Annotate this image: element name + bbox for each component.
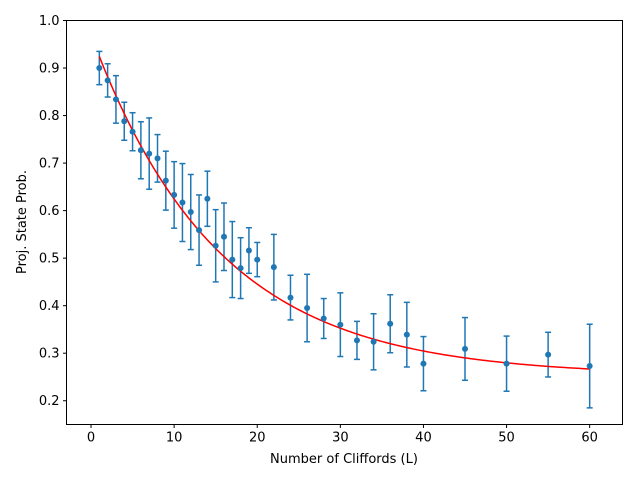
data-point: [212, 242, 219, 249]
data-point: [146, 150, 153, 157]
data-point: [370, 338, 377, 345]
y-axis-label: Proj. State Prob.: [15, 170, 30, 274]
y-tick-label: 0.5: [39, 252, 60, 267]
data-point: [237, 265, 244, 272]
x-tick-label: 40: [415, 431, 432, 446]
plot-area: [96, 50, 593, 409]
data-point: [586, 363, 593, 370]
y-tick-label: 0.9: [39, 62, 60, 77]
x-tick-label: 10: [166, 431, 183, 446]
data-point: [196, 227, 203, 234]
y-tick-label: 0.6: [39, 204, 60, 219]
y-tick-label: 0.4: [39, 299, 60, 314]
data-point: [154, 155, 161, 162]
data-point: [245, 247, 252, 254]
x-tick-label: 50: [498, 431, 515, 446]
data-point: [204, 195, 211, 202]
data-point: [220, 233, 227, 240]
data-point: [387, 320, 394, 327]
data-point: [545, 351, 552, 358]
data-point: [104, 77, 111, 84]
x-tick-label: 30: [332, 431, 349, 446]
data-point: [121, 118, 128, 125]
data-point: [229, 256, 236, 263]
data-point: [353, 337, 360, 344]
data-point: [462, 345, 469, 352]
axes-frame: [66, 20, 623, 425]
data-point: [179, 199, 186, 206]
data-point: [270, 264, 277, 271]
x-axis: 0 10 20 30 40 50 60: [87, 424, 598, 446]
y-axis: 0.2 0.3 0.4 0.5 0.6 0.7 0.8 0.9 1.0: [39, 14, 67, 409]
y-tick-label: 0.2: [39, 394, 60, 409]
data-point: [112, 96, 119, 103]
data-point: [129, 128, 136, 135]
y-tick-label: 0.8: [39, 109, 60, 124]
data-point: [403, 331, 410, 338]
data-point: [420, 360, 427, 367]
data-point: [162, 177, 169, 184]
data-point: [304, 305, 311, 312]
y-tick-label: 0.7: [39, 157, 60, 172]
data-point: [503, 360, 510, 367]
data-point: [320, 315, 327, 322]
data-point: [254, 256, 261, 263]
data-point: [171, 191, 178, 198]
data-point: [337, 321, 344, 328]
x-tick-label: 0: [87, 431, 95, 446]
x-tick-label: 20: [249, 431, 266, 446]
x-tick-label: 60: [581, 431, 598, 446]
data-point: [137, 147, 144, 154]
data-point: [96, 65, 103, 72]
data-point: [287, 294, 294, 301]
y-tick-label: 0.3: [39, 347, 60, 362]
data-point: [187, 209, 194, 216]
x-axis-label: Number of Cliffords (L): [270, 452, 418, 467]
y-tick-label: 1.0: [39, 14, 60, 29]
